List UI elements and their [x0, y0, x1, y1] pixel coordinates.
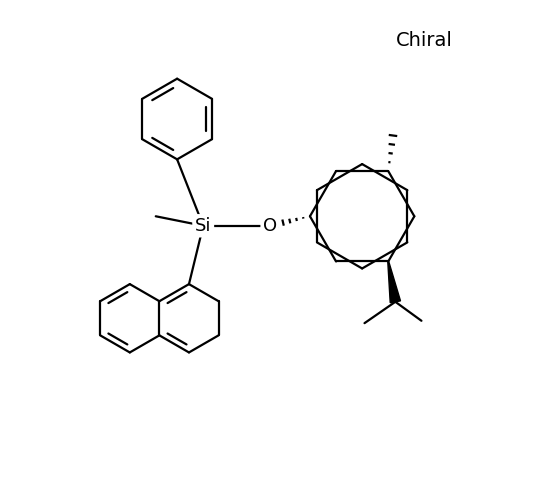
- Polygon shape: [388, 262, 400, 303]
- Text: Si: Si: [195, 217, 212, 235]
- Text: Chiral: Chiral: [395, 31, 452, 50]
- Text: O: O: [263, 217, 277, 235]
